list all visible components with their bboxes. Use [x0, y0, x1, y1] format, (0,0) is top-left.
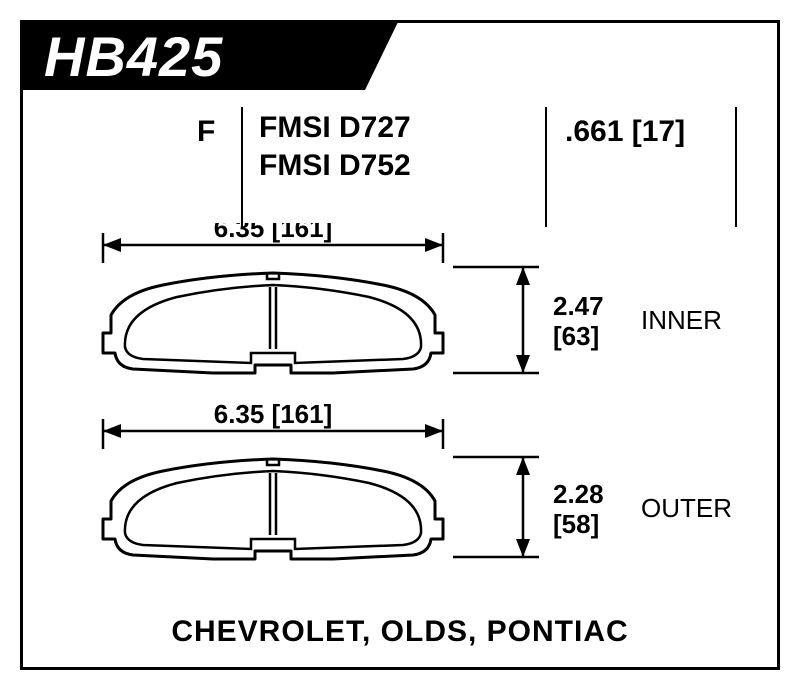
inner-side-label: INNER — [641, 305, 722, 335]
inner-pad-shape — [103, 273, 443, 373]
thickness-value: .661 [17] — [565, 115, 685, 149]
spec-sheet-frame: HB425 F FMSI D727 FMSI D752 .661 [17] — [20, 20, 780, 670]
fmsi-line-1: FMSI D727 — [259, 109, 411, 147]
outer-width-dimension: 6.35 [161] — [103, 399, 443, 449]
inner-height-in: 2.47 — [553, 291, 604, 321]
outer-width-label: 6.35 [161] — [214, 399, 333, 429]
fmsi-line-2: FMSI D752 — [259, 147, 411, 185]
brake-pad-diagram: 6.35 [161] 2.47 [63] INNER — [23, 223, 783, 603]
column-f-label: F — [197, 115, 215, 149]
divider-3 — [735, 107, 737, 227]
inner-height-dimension: 2.47 [63] INNER — [453, 267, 722, 373]
divider-2 — [545, 107, 547, 227]
vehicle-application-footer: CHEVROLET, OLDS, PONTIAC — [23, 615, 777, 649]
inner-height-mm: [63] — [553, 321, 599, 351]
inner-width-dimension: 6.35 [161] — [103, 223, 443, 263]
outer-side-label: OUTER — [641, 493, 732, 523]
outer-height-mm: [58] — [553, 509, 599, 539]
diagram-area: 6.35 [161] 2.47 [63] INNER — [23, 223, 777, 603]
content-area: F FMSI D727 FMSI D752 .661 [17] — [23, 23, 777, 667]
fmsi-block: FMSI D727 FMSI D752 — [259, 109, 411, 184]
outer-height-in: 2.28 — [553, 479, 604, 509]
outer-height-dimension: 2.28 [58] OUTER — [453, 457, 732, 557]
divider-1 — [241, 107, 243, 227]
outer-pad-shape — [103, 459, 443, 559]
inner-width-label: 6.35 [161] — [214, 223, 333, 243]
info-row: F FMSI D727 FMSI D752 .661 [17] — [23, 109, 777, 183]
